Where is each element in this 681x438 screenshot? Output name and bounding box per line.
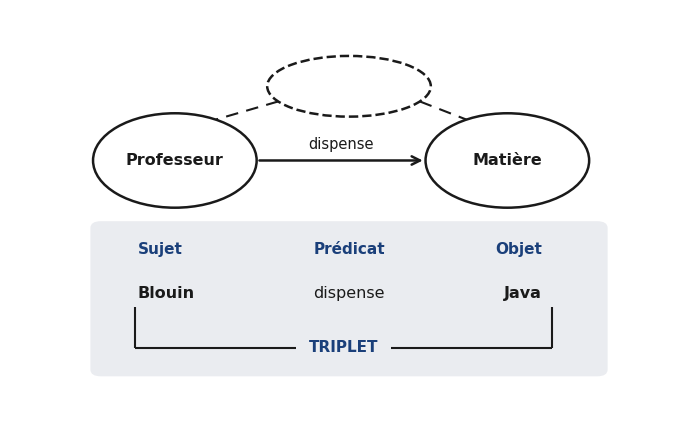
Text: Professeur: Professeur (126, 153, 224, 168)
Text: TRIPLET: TRIPLET (309, 340, 379, 355)
Text: dispense: dispense (308, 137, 374, 152)
Text: Matière: Matière (473, 153, 542, 168)
Text: Objet: Objet (495, 242, 541, 258)
Text: Blouin: Blouin (138, 286, 195, 301)
Text: Prédicat: Prédicat (313, 242, 385, 258)
Text: Java: Java (504, 286, 541, 301)
Ellipse shape (426, 113, 589, 208)
Text: Sujet: Sujet (138, 242, 183, 258)
Ellipse shape (93, 113, 257, 208)
FancyBboxPatch shape (91, 221, 607, 376)
Text: dispense: dispense (313, 286, 385, 301)
